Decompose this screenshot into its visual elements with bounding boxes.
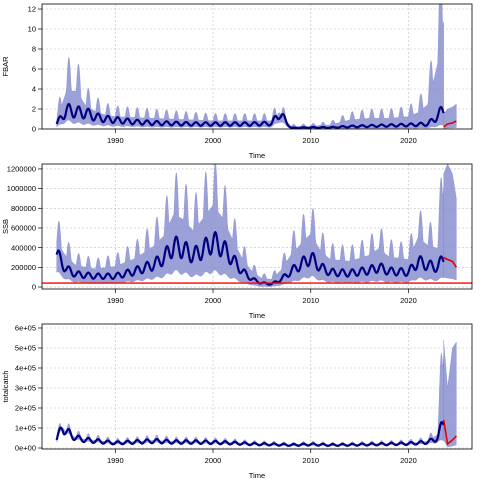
fbar-y-tick-label: 12 — [28, 5, 36, 14]
fbar-y-tick-label: 2 — [32, 105, 36, 114]
totalcatch-y-tick-label: 2e+05 — [15, 404, 36, 413]
fbar-y-tick-label: 0 — [32, 125, 36, 134]
ssb-y-tick-label: 200000 — [11, 263, 36, 272]
totalcatch-y-axis-title: totalcatch — [1, 370, 10, 402]
fbar-x-tick-label: 2010 — [302, 136, 319, 145]
fbar-y-tick-label: 10 — [28, 25, 36, 34]
ssb-x-tick-label: 2010 — [302, 296, 319, 305]
totalcatch-x-tick-label: 2000 — [205, 456, 222, 465]
ssb-forecast-band — [443, 164, 457, 281]
totalcatch-x-axis-title: Time — [249, 471, 265, 480]
totalcatch-y-tick-label: 1e+05 — [15, 424, 36, 433]
ssb-uncertainty-band — [56, 164, 444, 287]
totalcatch-y-tick-label: 5e+05 — [15, 344, 36, 353]
ssb-panel: 1990 2000 2010 2020 0 200000 400000 600000 80000… — [1, 163, 473, 320]
totalcatch-y-tick-label: 0e+00 — [15, 444, 36, 453]
totalcatch-forecast-line — [442, 419, 457, 446]
fbar-uncertainty-band — [56, 4, 444, 129]
totalcatch-y-tick-label: 4e+05 — [15, 364, 36, 373]
ssb-y-axis-title: SSB — [1, 219, 10, 234]
ssb-x-tick-label: 2000 — [205, 296, 222, 305]
fbar-x-tick-label: 1990 — [107, 136, 124, 145]
ssb-y-tick-label: 0 — [32, 283, 36, 292]
totalcatch-forecast-band — [443, 339, 457, 448]
fbar-plot-frame — [41, 3, 473, 130]
ssb-x-tick-label: 1990 — [107, 296, 124, 305]
ssb-x-tick-label: 2020 — [400, 296, 417, 305]
fbar-y-axis-title: FBAR — [1, 56, 10, 77]
totalcatch-x-tick-label: 2020 — [400, 456, 417, 465]
fbar-median-line — [55, 102, 445, 129]
fbar-forecast-line — [443, 120, 457, 128]
ssb-y-tick-label: 400000 — [11, 243, 36, 252]
totalcatch-y-tick-label: 3e+05 — [15, 384, 36, 393]
ssb-y-tick-label: 1000000 — [7, 184, 36, 193]
totalcatch-uncertainty-band — [56, 352, 444, 447]
totalcatch-median-line — [55, 421, 445, 447]
totalcatch-x-tick-label: 1990 — [107, 456, 124, 465]
fbar-x-axis-title: Time — [249, 151, 265, 160]
totalcatch-panel: 1990 2000 2010 2020 0e+00 1e+05 2e+05 3e+05 4e+0… — [1, 323, 473, 480]
fbar-x-tick-label: 2020 — [400, 136, 417, 145]
ssb-forecast-line — [443, 256, 458, 268]
totalcatch-x-tick-label: 2010 — [302, 456, 319, 465]
fbar-y-tick-label: 8 — [32, 45, 36, 54]
ssb-y-tick-label: 1200000 — [7, 165, 36, 174]
fbar-y-tick-label: 6 — [32, 65, 36, 74]
ssb-y-tick-label: 600000 — [11, 224, 36, 233]
fbar-x-tick-label: 2000 — [205, 136, 222, 145]
fbar-panel: 1990 2000 2010 2020 0 2 4 6 8 10 12 Time FBAR — [1, 3, 473, 160]
totalcatch-plot-frame — [41, 323, 473, 450]
totalcatch-y-tick-label: 6e+05 — [15, 324, 36, 333]
ssb-plot-frame — [41, 163, 473, 290]
ssb-y-tick-label: 800000 — [11, 204, 36, 213]
ssb-median-line — [55, 231, 445, 286]
fbar-y-tick-label: 4 — [32, 85, 36, 94]
ssb-x-axis-title: Time — [249, 311, 265, 320]
